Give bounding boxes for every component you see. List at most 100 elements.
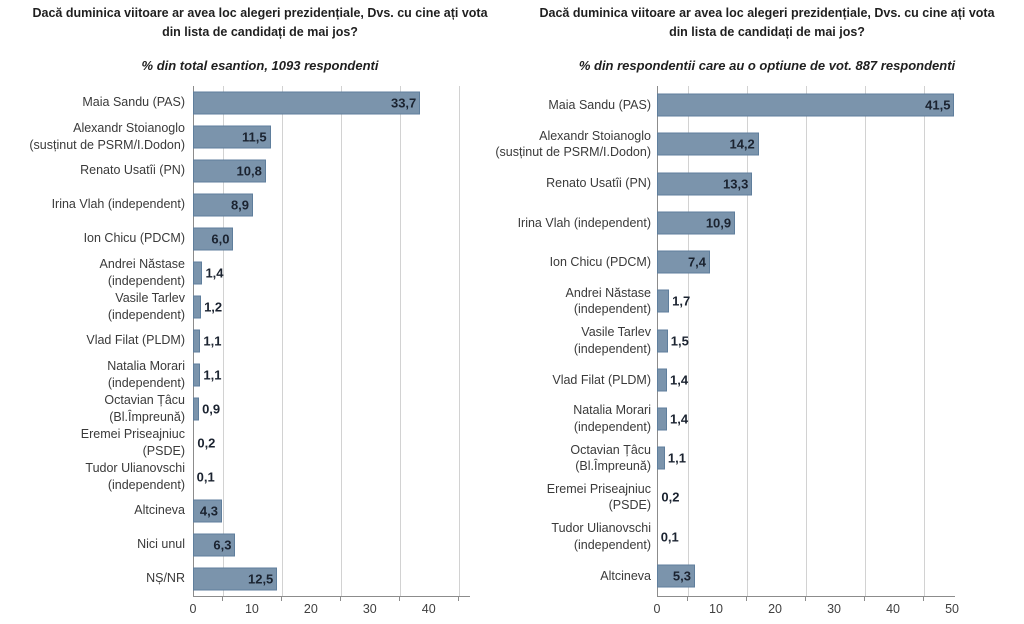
axis-tick — [281, 596, 283, 601]
text-line: Eremei Priseajniuc — [546, 481, 651, 496]
bar-value-label: 14,2 — [729, 136, 755, 152]
chart-subtitle: % din respondentii care au o optiune de … — [578, 57, 956, 73]
bar — [657, 329, 668, 353]
bar-track: 1,2 — [193, 290, 510, 324]
text-line: Altcineva — [600, 568, 651, 583]
gridline — [923, 85, 925, 596]
axis-tick-label: 10 — [244, 601, 259, 616]
bar-track: 1,4 — [657, 399, 1019, 438]
text-line: (susținut de PSRM/I.Dodon) — [29, 137, 185, 152]
bar-value-label: 1,4 — [205, 265, 224, 280]
text-line: Alexandr Stoianoglo — [73, 121, 185, 135]
category-label: Renato Usatîi (PN) — [10, 162, 193, 179]
bar-track: 10,8 — [193, 154, 510, 188]
bar-value-label: 0,2 — [197, 435, 216, 450]
text-line: Natalia Morari — [573, 403, 651, 418]
chart-row: Vlad Filat (PLDM) 1,1 — [10, 324, 510, 358]
text-line: (independent) — [107, 307, 185, 322]
x-axis: 0 10 20 30 40 — [190, 595, 470, 619]
axis-tick — [922, 596, 924, 601]
text-line: (independent) — [573, 302, 651, 317]
bar — [657, 564, 695, 588]
text-line: (independent) — [573, 341, 651, 356]
gridline — [864, 85, 866, 596]
bar — [193, 193, 254, 216]
text-line: Ion Chicu (PDCM) — [549, 254, 651, 269]
bar-value-label: 1,1 — [667, 450, 686, 466]
text-line: Andrei Năstase — [99, 257, 185, 271]
bar-track: 13,3 — [657, 164, 1019, 203]
category-label: Andrei Năstase (independent) — [487, 285, 657, 318]
text-line: Vasile Tarlev — [115, 291, 185, 305]
category-label: Altcineva — [10, 502, 193, 519]
text-line: Irina Vlah (independent) — [51, 197, 185, 212]
text-line: Irina Vlah (independent) — [517, 215, 651, 230]
bar-value-label: 5,3 — [672, 568, 691, 584]
bar — [193, 295, 202, 318]
chart-row: Renato Usatîi (PN) 10,8 — [10, 154, 510, 188]
chart-total-sample: Dacă duminica viitoare ar avea loc alege… — [10, 4, 510, 619]
bar-rows: Maia Sandu (PAS) 33,7 Alexandr Stoianoglo (… — [10, 86, 510, 596]
bar — [193, 329, 201, 352]
bar-value-label: 1,1 — [203, 367, 222, 382]
text-line: Ion Chicu (PDCM) — [83, 231, 185, 246]
chart-row: Ion Chicu (PDCM) 6,0 — [10, 222, 510, 256]
category-label: Eremei Priseajniuc (PSDE) — [10, 426, 193, 459]
text-line: Octavian Țâcu — [104, 393, 185, 407]
text-line: Renato Usatîi (PN) — [546, 176, 651, 191]
bar — [657, 172, 753, 196]
chart-row: Vasile Tarlev (independent) 1,5 — [487, 321, 1019, 360]
bar-value-label: 10,9 — [705, 215, 732, 231]
bar-track: 7,4 — [657, 242, 1019, 281]
bar-track: 1,5 — [657, 321, 1019, 360]
bar — [193, 261, 203, 284]
bar — [193, 227, 234, 250]
bar — [657, 289, 670, 313]
chart-row: NȘ/NR 12,5 — [10, 562, 510, 596]
bar-track: 0,2 — [657, 478, 1019, 517]
bar-value-label: 13,3 — [723, 176, 749, 192]
text-line: (PSDE) — [608, 498, 651, 513]
chart-row: Vlad Filat (PLDM) 1,4 — [487, 360, 1019, 399]
category-label: Ion Chicu (PDCM) — [487, 254, 657, 271]
bar-value-label: 11,5 — [241, 129, 267, 144]
text-line: (independent) — [107, 273, 185, 288]
gridline — [400, 85, 402, 596]
chart-row: Renato Usatîi (PN) 13,3 — [487, 164, 1019, 203]
axis-tick-label: 50 — [945, 601, 959, 616]
axis-tick — [745, 596, 747, 601]
chart-title: Dacă duminica viitoare ar avea loc alege… — [10, 4, 510, 42]
axis-tick-label: 10 — [709, 601, 723, 616]
chart-row: Tudor Ulianovschi (independent) 0,1 — [487, 517, 1019, 556]
category-label: Tudor Ulianovschi (independent) — [10, 460, 193, 493]
chart-row: Tudor Ulianovschi (independent) 0,1 — [10, 460, 510, 494]
text-line: Alexandr Stoianoglo — [539, 128, 651, 143]
chart-row: Maia Sandu (PAS) 41,5 — [487, 86, 1019, 125]
axis-tick — [804, 596, 806, 601]
chart-row: Vasile Tarlev (independent) 1,2 — [10, 290, 510, 324]
axis-tick-label: 0 — [653, 601, 661, 616]
chart-row: Andrei Năstase (independent) 1,7 — [487, 282, 1019, 321]
category-label: Altcineva — [487, 568, 657, 585]
bar-value-label: 1,2 — [204, 299, 223, 314]
chart-voters-with-option: Dacă duminica viitoare ar avea loc alege… — [487, 4, 1019, 619]
text-line: (Bl.Împreună) — [575, 459, 651, 474]
axis-tick-label: 40 — [421, 601, 436, 616]
chart-subtitle: % din total esantion, 1093 respondenti — [141, 57, 379, 73]
category-label: Alexandr Stoianoglo (susținut de PSRM/I.D… — [487, 128, 657, 161]
chart-row: Altcineva 4,3 — [10, 494, 510, 528]
chart-row: Ion Chicu (PDCM) 7,4 — [487, 242, 1019, 281]
bar-track: 1,1 — [193, 358, 510, 392]
bar — [193, 397, 200, 420]
chart-row: Irina Vlah (independent) 8,9 — [10, 188, 510, 222]
chart-row: Eremei Priseajniuc (PSDE) 0,2 — [487, 478, 1019, 517]
text-line: din lista de candidați de mai jos? — [162, 24, 358, 39]
category-label: Vasile Tarlev (independent) — [10, 290, 193, 323]
text-line: Dacă duminica viitoare ar avea loc alege… — [539, 6, 995, 20]
bar-track: 1,1 — [657, 439, 1019, 478]
text-line: (susținut de PSRM/I.Dodon) — [495, 145, 651, 160]
bar-value-label: 0,2 — [661, 489, 680, 505]
chart-row: Alexandr Stoianoglo (susținut de PSRM/I.D… — [487, 125, 1019, 164]
bar-rows: Maia Sandu (PAS) 41,5 Alexandr Stoianoglo (… — [487, 86, 1019, 596]
category-label: Eremei Priseajniuc (PSDE) — [487, 481, 657, 514]
